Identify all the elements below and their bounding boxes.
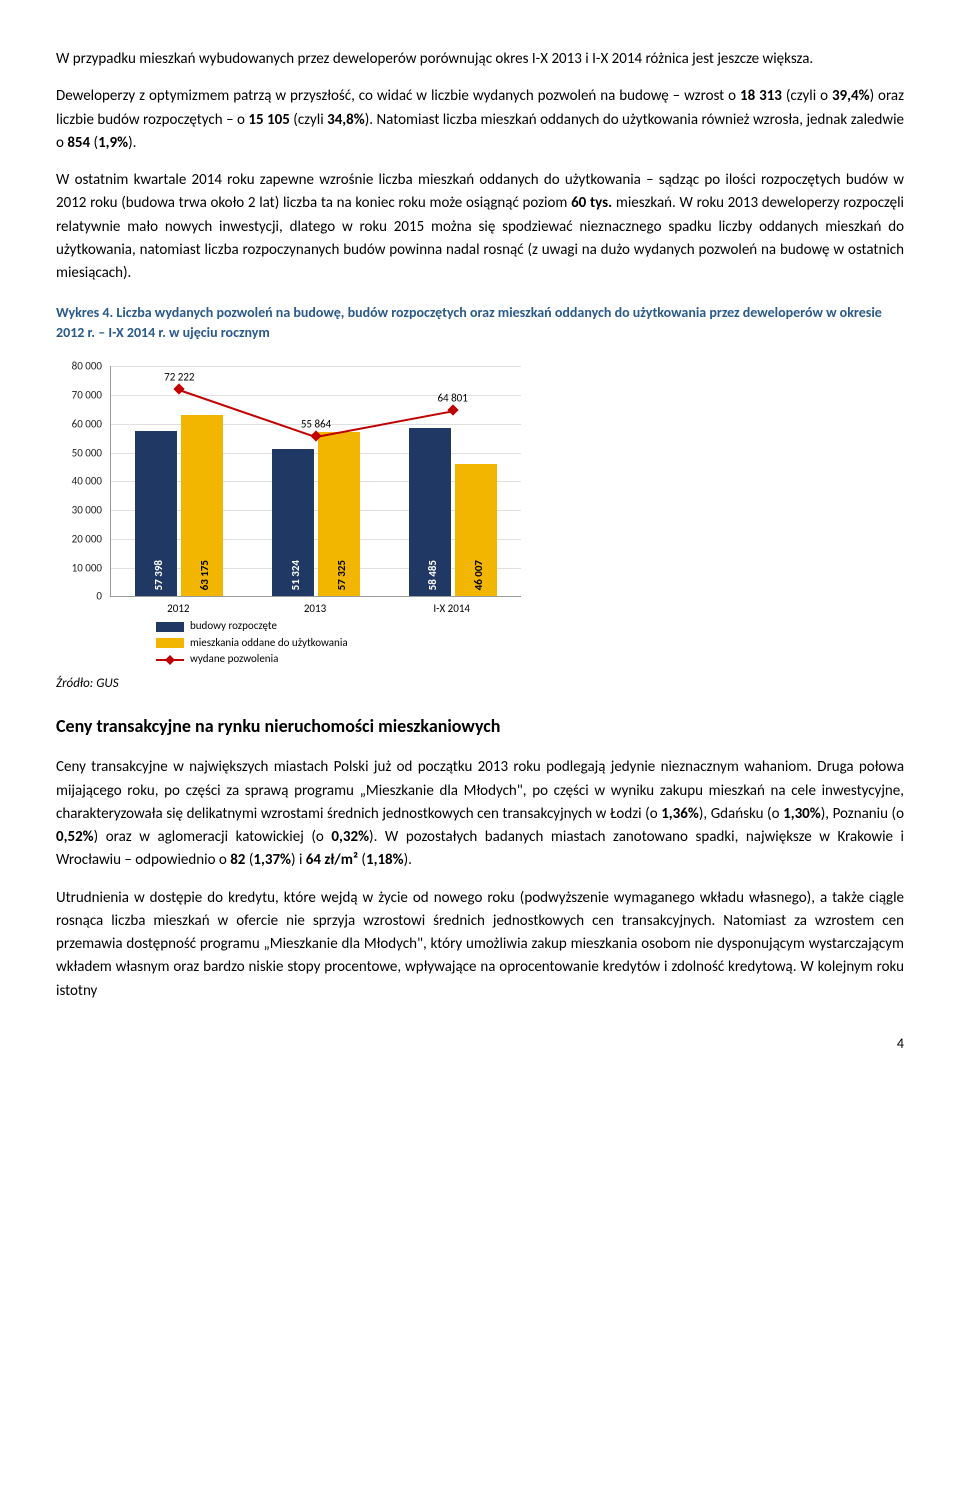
y-tick-label: 20 000 — [72, 530, 102, 547]
bar-mieszkania: 57 325 — [318, 432, 360, 597]
paragraph-5: Utrudnienia w dostępie do kredytu, które… — [56, 887, 904, 1003]
line-label: 55 864 — [301, 415, 331, 432]
y-tick-label: 60 000 — [72, 415, 102, 432]
paragraph-2: Deweloperzy z optymizmem patrzą w przysz… — [56, 85, 904, 155]
legend-swatch — [156, 638, 184, 648]
bar-budowy: 57 398 — [135, 431, 177, 596]
y-tick-label: 30 000 — [72, 502, 102, 519]
y-tick-label: 70 000 — [72, 387, 102, 404]
legend-item: budowy rozpoczęte — [156, 618, 348, 635]
x-tick-label: 2013 — [304, 600, 326, 617]
paragraph-3: W ostatnim kwartale 2014 roku zapewne wz… — [56, 169, 904, 285]
line-label: 72 222 — [164, 368, 194, 385]
paragraph-4: Ceny transakcyjne w największych miastac… — [56, 756, 904, 872]
y-tick-label: 0 — [96, 588, 102, 605]
line-label: 64 801 — [437, 390, 467, 407]
bar-line-chart: 0 10 000 20 000 30 000 40 000 50 000 60 000 70 … — [56, 366, 536, 666]
x-tick-label: I-X 2014 — [433, 600, 470, 617]
legend-label: wydane pozwolenia — [190, 651, 278, 668]
legend-swatch-line — [156, 659, 184, 661]
chart-source: Źródło: GUS — [56, 674, 904, 694]
chart-legend: budowy rozpoczęte mieszkania oddane do u… — [156, 618, 348, 668]
y-tick-label: 40 000 — [72, 473, 102, 490]
legend-item: wydane pozwolenia — [156, 651, 348, 668]
y-tick-label: 10 000 — [72, 559, 102, 576]
legend-label: budowy rozpoczęte — [190, 618, 277, 635]
bar-mieszkania: 46 007 — [455, 464, 497, 596]
bar-budowy: 58 485 — [409, 428, 451, 596]
y-tick-label: 80 000 — [72, 358, 102, 375]
chart-title: Wykres 4. Liczba wydanych pozwoleń na bu… — [56, 303, 904, 342]
x-tick-label: 2012 — [167, 600, 189, 617]
legend-item: mieszkania oddane do użytkowania — [156, 635, 348, 652]
paragraph-1: W przypadku mieszkań wybudowanych przez … — [56, 48, 904, 71]
legend-label: mieszkania oddane do użytkowania — [190, 635, 348, 652]
section-heading: Ceny transakcyjne na rynku nieruchomości… — [56, 713, 904, 741]
page-number: 4 — [56, 1033, 904, 1055]
legend-swatch — [156, 622, 184, 632]
bar-budowy: 51 324 — [272, 449, 314, 597]
y-tick-label: 50 000 — [72, 444, 102, 461]
bar-mieszkania: 63 175 — [181, 415, 223, 597]
